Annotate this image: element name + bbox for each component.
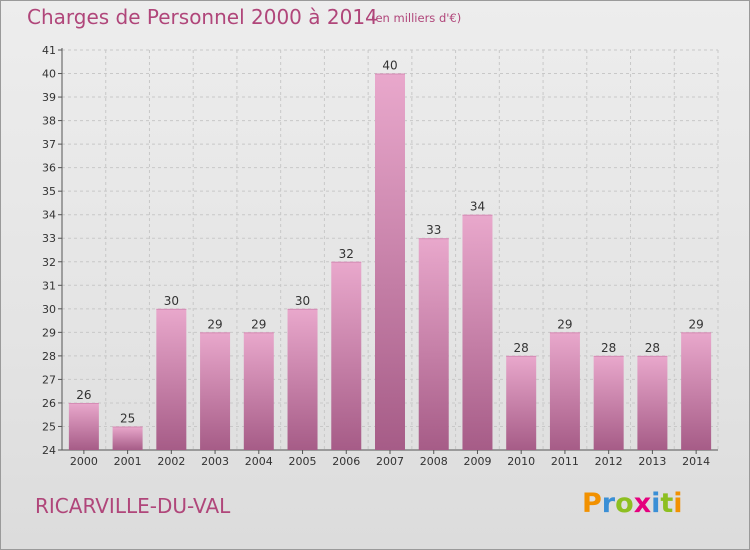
bar: [68, 402, 99, 450]
bar: [156, 308, 187, 450]
x-tick-label: 2002: [157, 455, 185, 468]
y-tick-label: 24: [42, 444, 56, 457]
y-tick-label: 30: [42, 303, 56, 316]
city-name: RICARVILLE-DU-VAL: [35, 494, 231, 518]
x-tick-label: 2006: [332, 455, 360, 468]
data-label: 40: [382, 59, 397, 73]
data-label: 30: [295, 294, 310, 308]
labels: 24 25 26 27 28 29 30 31 32 33 34 35 36 37 38 39 40 41 26 20…: [42, 44, 710, 468]
logo-letter: x: [633, 488, 652, 519]
logo-letter: i: [651, 488, 661, 519]
logo-letter: t: [660, 488, 674, 519]
bar: [375, 73, 405, 450]
x-tick-label: 2008: [420, 455, 448, 468]
data-label: 32: [339, 247, 354, 261]
y-tick-label: 34: [42, 209, 56, 222]
bar: [418, 238, 449, 450]
data-label: 26: [76, 388, 91, 402]
x-tick-label: 2009: [463, 455, 491, 468]
y-tick-label: 38: [42, 115, 56, 128]
bar: [112, 426, 143, 450]
x-tick-label: 2014: [682, 455, 710, 468]
data-label: 34: [470, 200, 485, 214]
y-tick-label: 35: [42, 185, 56, 198]
data-label: 29: [251, 317, 266, 331]
bar: [462, 214, 493, 450]
x-tick-label: 2012: [595, 455, 623, 468]
logo-letter: o: [615, 488, 634, 519]
y-tick-label: 27: [42, 373, 56, 386]
bar: [287, 308, 318, 450]
x-tick-label: 2007: [376, 455, 404, 468]
y-tick-label: 36: [42, 162, 56, 175]
bar: [243, 332, 274, 450]
data-label: 25: [120, 411, 135, 425]
data-label: 30: [164, 294, 179, 308]
bar: [200, 332, 231, 450]
y-tick-label: 29: [42, 326, 56, 339]
logo-letter: P: [582, 488, 602, 519]
y-tick-label: 39: [42, 91, 56, 104]
x-tick-label: 2001: [114, 455, 142, 468]
x-tick-label: 2000: [70, 455, 98, 468]
y-tick-label: 28: [42, 350, 56, 363]
y-tick-label: 41: [42, 44, 56, 57]
data-label: 29: [557, 317, 572, 331]
y-tick-label: 33: [42, 232, 56, 245]
x-tick-label: 2013: [638, 455, 666, 468]
x-tick-label: 2011: [551, 455, 579, 468]
data-label: 28: [601, 341, 616, 355]
y-tick-label: 37: [42, 138, 56, 151]
data-label: 28: [645, 341, 660, 355]
bar: [506, 355, 537, 450]
bar: [331, 261, 362, 450]
y-tick-label: 40: [42, 68, 56, 81]
x-tick-label: 2010: [507, 455, 535, 468]
bar: [681, 332, 712, 450]
y-tick-label: 26: [42, 397, 56, 410]
bar: [593, 355, 624, 450]
data-label: 29: [688, 317, 703, 331]
logo-letter: i: [673, 488, 683, 519]
data-label: 33: [426, 223, 441, 237]
bar: [637, 355, 668, 450]
data-label: 28: [514, 341, 529, 355]
x-tick-label: 2003: [201, 455, 229, 468]
logo-letter: r: [601, 488, 616, 519]
y-tick-label: 31: [42, 279, 56, 292]
data-label: 29: [207, 317, 222, 331]
x-tick-label: 2004: [245, 455, 273, 468]
chart-title: Charges de Personnel 2000 à 2014: [27, 5, 378, 29]
y-tick-label: 25: [42, 420, 56, 433]
bar: [549, 332, 580, 450]
bars: [68, 73, 712, 450]
x-tick-label: 2005: [289, 455, 317, 468]
chart-unit: (en milliers d'€): [371, 11, 462, 25]
y-tick-label: 32: [42, 256, 56, 269]
proxiti-logo[interactable]: Proxiti: [582, 488, 683, 519]
